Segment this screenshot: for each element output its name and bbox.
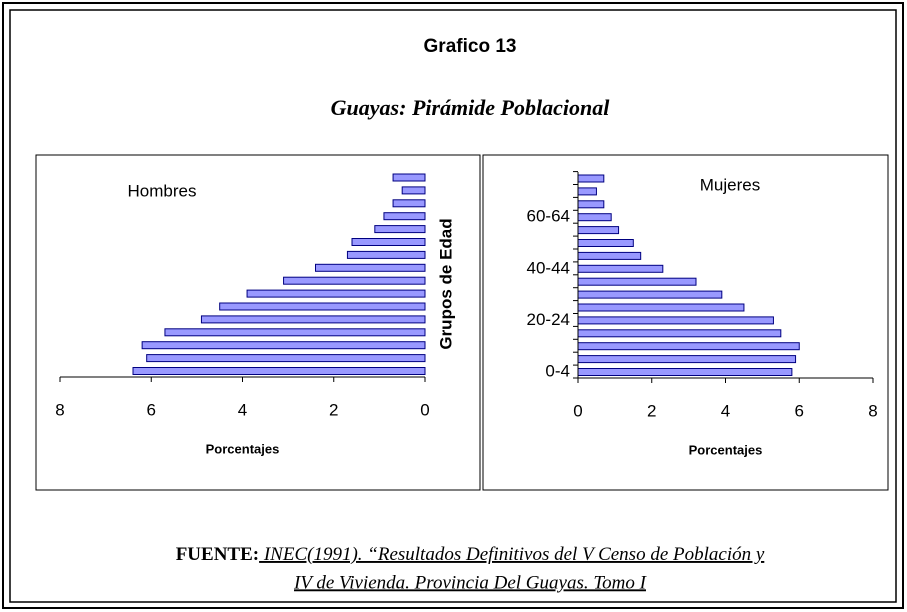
bar [315,263,426,272]
bar [577,200,605,209]
legend-label: Hombres [128,181,197,200]
y-tick-label: 60-64 [527,207,570,226]
bar [141,341,426,350]
x-tick-label: 2 [647,401,656,420]
legend-label: Mujeres [700,175,760,194]
bar [374,225,426,234]
bar [351,238,426,246]
bar [164,328,426,337]
bar [219,302,426,311]
bar [146,354,426,363]
bar [577,187,597,196]
source-label: FUENTE: [176,544,259,565]
bar [577,251,642,260]
bar [392,173,426,182]
bar [577,264,664,273]
bar [577,277,697,286]
source-line: FUENTE: INEC(1991). “Resultados Definiti… [176,544,765,565]
subtitle: Guayas: Pirámide Poblacional [331,95,611,120]
x-axis-title: Porcentajes [689,442,763,457]
bar [577,342,800,351]
x-tick-label: 8 [55,400,64,419]
source-text: IV de Vivienda. Provincia Del Guayas. To… [293,572,648,593]
bar [577,239,634,247]
bar [577,329,782,338]
y-tick-label: 20-24 [527,310,570,329]
bar [346,250,426,259]
x-tick-label: 0 [573,401,582,420]
x-tick-label: 4 [238,400,247,419]
x-tick-label: 4 [721,401,730,420]
inner-frame [9,9,897,603]
title: Grafico 13 [424,36,517,57]
bar [577,316,774,325]
bar [577,290,723,299]
bar [577,213,612,222]
x-tick-label: 0 [420,400,429,419]
x-tick-label: 2 [329,400,338,419]
bar [577,355,797,364]
bar [577,174,605,183]
bar [577,368,793,376]
bar [283,276,426,285]
bar [401,186,426,195]
bar [577,226,620,235]
x-tick-label: 8 [868,401,877,420]
bar [246,289,426,298]
source-text: INEC(1991). “Resultados Definitivos del … [259,544,765,565]
bar [383,212,426,221]
y-tick-label: 0-4 [545,361,570,380]
bar [577,303,745,312]
y-axis-title: Grupos de Edad [436,218,455,349]
x-tick-label: 6 [795,401,804,420]
x-axis-title: Porcentajes [206,441,280,456]
x-tick-label: 6 [147,400,156,419]
y-tick-label: 40-44 [527,258,570,277]
bar [392,199,426,208]
bar [132,367,426,375]
bar [200,315,426,324]
